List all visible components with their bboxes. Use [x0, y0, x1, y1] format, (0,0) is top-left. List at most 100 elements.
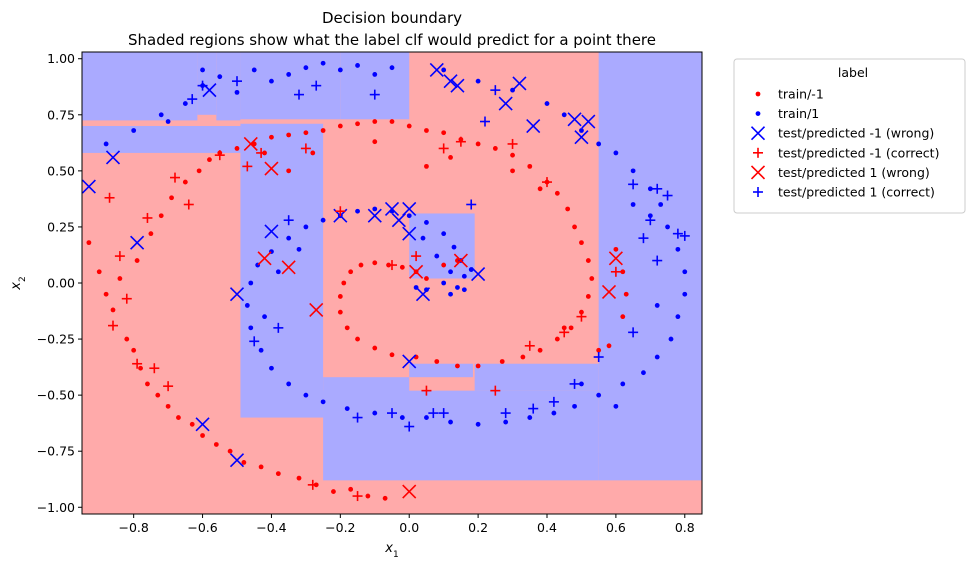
point-train-1: [499, 359, 505, 364]
y-tick-label: 0.00: [47, 276, 75, 291]
point-test-predicted-1-wrong: [512, 76, 527, 91]
point-test-predicted-1-wrong: [450, 78, 465, 93]
point-train-1: [572, 224, 577, 230]
point-test-predicted-1-correct: [311, 80, 322, 91]
point-test-predicted-1-wrong: [567, 112, 582, 127]
point-train-1: [275, 269, 281, 275]
point-train-1: [654, 354, 660, 360]
point-train-1: [451, 244, 457, 250]
legend-marker: [755, 111, 761, 116]
y-tick-label: −1.00: [37, 500, 75, 515]
point-test-predicted-1-wrong: [264, 224, 279, 239]
point-train-1: [176, 415, 181, 420]
point-train-1: [520, 354, 526, 360]
point-test-predicted-1-correct: [593, 352, 604, 363]
point-train-1: [510, 152, 515, 158]
point-test-predicted-1-wrong: [526, 118, 541, 134]
x-tick-label: −0.6: [187, 520, 217, 535]
point-test-predicted-1-correct: [294, 89, 304, 100]
legend-title: label: [838, 65, 868, 80]
point-train-1: [389, 119, 395, 124]
point-test-predicted-1-wrong: [608, 251, 623, 266]
point-train-1: [248, 280, 254, 286]
point-test-predicted-1-wrong: [257, 251, 272, 266]
point-test-predicted-1-correct: [300, 143, 311, 154]
point-train-1: [269, 365, 274, 371]
point-test-predicted-1-correct: [421, 385, 432, 396]
point-test-predicted-1-correct: [645, 215, 656, 226]
point-train-1: [269, 134, 274, 140]
point-train-1: [355, 121, 360, 127]
region-predicted-pos: [197, 52, 217, 115]
point-test-predicted-1-wrong: [309, 302, 324, 317]
point-test-predicted-1-wrong: [384, 201, 400, 217]
point-train-1: [372, 410, 378, 416]
point-train-1: [286, 132, 292, 138]
point-test-predicted-1-correct: [183, 199, 194, 210]
point-test-predicted-1-correct: [307, 479, 318, 490]
point-train-1: [434, 359, 440, 364]
point-train-1: [355, 336, 360, 342]
point-train-1: [475, 141, 481, 147]
point-test-predicted-1-correct: [490, 85, 501, 96]
point-test-predicted-1-wrong: [429, 62, 444, 78]
point-train-1: [96, 269, 102, 275]
point-train-1: [158, 112, 164, 118]
point-train-1: [461, 273, 467, 279]
point-train-1: [296, 475, 302, 481]
point-train-1: [337, 67, 343, 73]
point-test-predicted-1-wrong: [471, 266, 486, 282]
point-train-1: [275, 471, 281, 477]
point-test-predicted-1-correct: [411, 251, 422, 262]
point-train-1: [372, 206, 378, 212]
point-train-1: [554, 190, 560, 196]
point-train-1: [258, 347, 264, 353]
point-test-predicted-1-correct: [610, 266, 621, 277]
point-train-1: [613, 150, 619, 156]
point-train-1: [475, 363, 481, 369]
point-train-1: [148, 231, 154, 237]
point-test-predicted-1-correct: [480, 116, 490, 127]
point-train-1: [358, 262, 364, 268]
point-test-predicted-1-correct: [428, 408, 439, 419]
point-train-1: [565, 206, 571, 212]
region-predicted-pos: [409, 363, 473, 378]
point-test-predicted-1-wrong: [402, 484, 417, 499]
point-train-1: [155, 392, 161, 398]
x-axis-label: x1: [384, 541, 398, 560]
y-tick-label: −0.25: [37, 332, 75, 347]
point-train-1: [182, 101, 188, 106]
point-train-1: [372, 345, 378, 351]
point-train-1: [441, 130, 447, 136]
region-predicted-pos: [323, 390, 599, 481]
point-test-predicted-1-correct: [638, 233, 649, 244]
point-train-1: [86, 240, 92, 246]
point-train-1: [448, 291, 453, 297]
point-train-1: [475, 421, 481, 427]
point-train-1: [241, 460, 247, 465]
point-train-1: [165, 119, 171, 124]
point-train-1: [554, 336, 560, 342]
point-test-predicted-1-correct: [528, 403, 539, 414]
point-test-predicted-1-correct: [249, 336, 260, 347]
point-train-1: [372, 72, 378, 77]
point-train-1: [348, 269, 354, 275]
point-train-1: [251, 67, 257, 73]
x-tick-label: −0.4: [256, 520, 286, 535]
point-train-1: [310, 150, 316, 156]
point-test-predicted-1-correct: [455, 136, 466, 147]
point-test-predicted-1-correct: [438, 408, 449, 419]
point-train-1: [258, 464, 264, 470]
point-test-predicted-1-wrong: [281, 260, 296, 275]
point-test-predicted-1-correct: [369, 89, 380, 100]
point-test-predicted-1-correct: [559, 327, 570, 338]
point-train-1: [406, 123, 412, 129]
point-train-1: [424, 276, 429, 281]
point-train-1: [320, 217, 326, 223]
point-train-1: [641, 370, 646, 376]
point-train-1: [579, 240, 584, 246]
point-train-1: [189, 421, 195, 427]
point-test-predicted-1-wrong: [402, 201, 417, 217]
point-train-1: [589, 276, 595, 281]
legend-label: test/predicted 1 (wrong): [778, 165, 930, 180]
